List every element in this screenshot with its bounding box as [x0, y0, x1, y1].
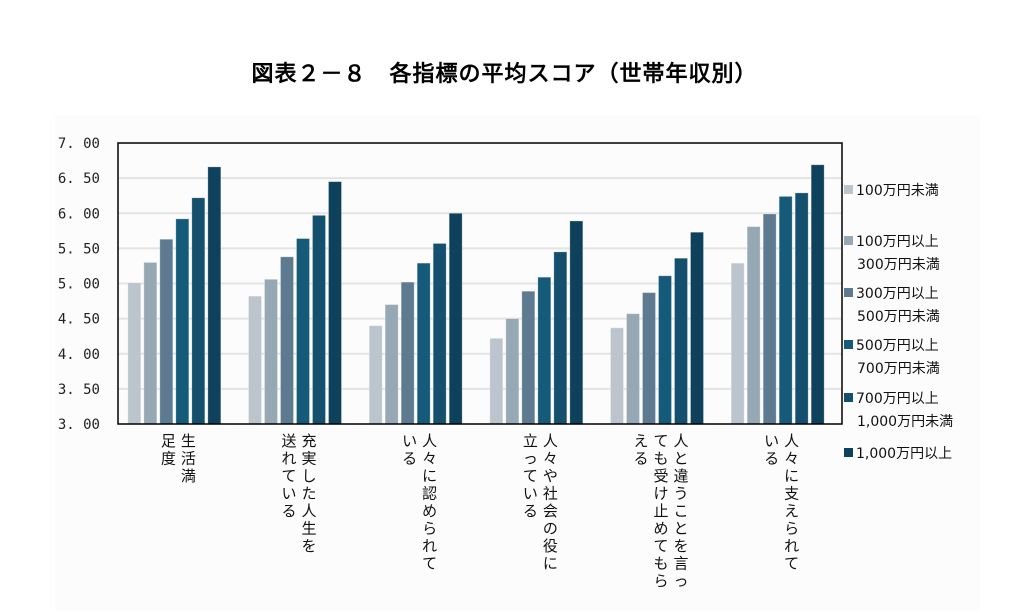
x-category-label-line: 送れている	[281, 432, 296, 520]
bar	[175, 218, 190, 425]
y-axis-ticks: 3. 00 3. 50 4. 00 4. 50 5. 00 5. 50 6. 00 6. 50…	[58, 136, 100, 433]
bar	[626, 313, 640, 425]
legend-label: 500万円未満	[857, 309, 940, 325]
x-category-label-line: 人々に認められて	[422, 432, 437, 573]
x-category-label-line: える	[633, 432, 648, 468]
legend-item: 100万円未満	[844, 183, 939, 199]
y-tick-label: 5. 50	[58, 241, 100, 257]
x-category-label-line: 人々や社会の役に	[543, 432, 558, 573]
bar	[280, 256, 294, 425]
legend-item: 500万円以上 700万円未満	[844, 338, 940, 377]
x-category-label-line: 生活満	[181, 432, 196, 485]
x-category-label-line: いる	[402, 432, 417, 468]
legend-label: 300万円未満	[857, 257, 940, 273]
y-tick-label: 6. 50	[58, 171, 100, 187]
legend-label: 300万円以上	[856, 286, 939, 302]
legend-label: 700万円未満	[857, 361, 940, 377]
legend-swatch	[844, 288, 853, 297]
bar	[658, 275, 672, 425]
chart-title: 図表２－８ 各指標の平均スコア（世帯年収別）	[251, 62, 758, 87]
x-category-label-line: 充実した人生を	[301, 432, 316, 555]
y-tick-label: 4. 50	[58, 312, 100, 328]
bar	[746, 226, 761, 425]
bar	[569, 220, 584, 425]
y-tick-label: 6. 00	[58, 206, 100, 222]
legend-label: 700万円以上	[856, 391, 939, 407]
legend-label: 500万円以上	[856, 338, 939, 354]
bar	[810, 164, 825, 425]
bar	[610, 327, 624, 425]
bar	[400, 281, 415, 425]
bar	[296, 238, 310, 425]
bar	[416, 262, 431, 425]
y-tick-label: 3. 00	[58, 417, 100, 433]
bars	[127, 164, 825, 425]
legend-label: 100万円以上	[856, 234, 939, 250]
legend-item: 300万円以上 500万円未満	[844, 286, 940, 325]
bar	[521, 290, 536, 425]
legend-swatch	[844, 185, 853, 194]
legend-label: 1,000万円未満	[857, 414, 953, 430]
legend-item: 1,000万円以上	[844, 446, 952, 462]
x-axis-categories: 生活満足度充実した人生を送れている人々に認められている人々や社会の役に立っている…	[161, 432, 799, 590]
bar	[432, 243, 447, 425]
legend: 100万円未満 100万円以上 300万円未満 300万円以上 500万円未満 500万円…	[844, 183, 953, 462]
y-tick-label: 5. 00	[58, 277, 100, 293]
bar	[143, 262, 158, 425]
bar	[690, 231, 704, 425]
bar	[489, 337, 504, 425]
legend-swatch	[844, 448, 853, 457]
x-category-label-line: いる	[764, 432, 779, 468]
bar	[553, 251, 568, 425]
y-tick-label: 4. 00	[58, 347, 100, 363]
x-category-label-line: 足度	[161, 432, 176, 468]
bar	[505, 318, 520, 425]
bar	[248, 295, 262, 425]
bar	[537, 276, 552, 425]
legend-item: 700万円以上 1,000万円未満	[844, 391, 953, 430]
bar	[312, 214, 326, 425]
legend-item: 100万円以上 300万円未満	[844, 234, 940, 273]
bar	[207, 166, 222, 425]
bar	[368, 325, 383, 425]
bar	[674, 257, 688, 425]
bar	[762, 213, 777, 425]
x-category-label-line: ても受け止めてもら	[653, 432, 668, 590]
legend-label: 1,000万円以上	[856, 446, 952, 462]
legend-label: 100万円未満	[856, 183, 939, 199]
bar	[730, 262, 745, 425]
bar	[127, 282, 142, 425]
bar	[778, 195, 793, 425]
x-category-label-line: 立っている	[523, 432, 538, 520]
y-tick-label: 7. 00	[58, 136, 100, 152]
bar	[448, 212, 463, 425]
legend-swatch	[844, 340, 853, 349]
y-tick-label: 3. 50	[58, 382, 100, 398]
legend-swatch	[844, 393, 853, 402]
x-category-label-line: 人と違うことを言っ	[673, 432, 688, 590]
bar	[159, 238, 174, 425]
x-category-label-line: 人々に支えられて	[784, 432, 799, 573]
bar	[264, 278, 278, 425]
bar	[384, 304, 399, 425]
gridlines	[118, 177, 842, 390]
bar	[642, 292, 656, 425]
bar	[328, 181, 342, 425]
plot-area-frame	[117, 142, 843, 425]
bar	[191, 197, 206, 425]
legend-swatch	[844, 236, 853, 245]
bar	[794, 192, 809, 425]
